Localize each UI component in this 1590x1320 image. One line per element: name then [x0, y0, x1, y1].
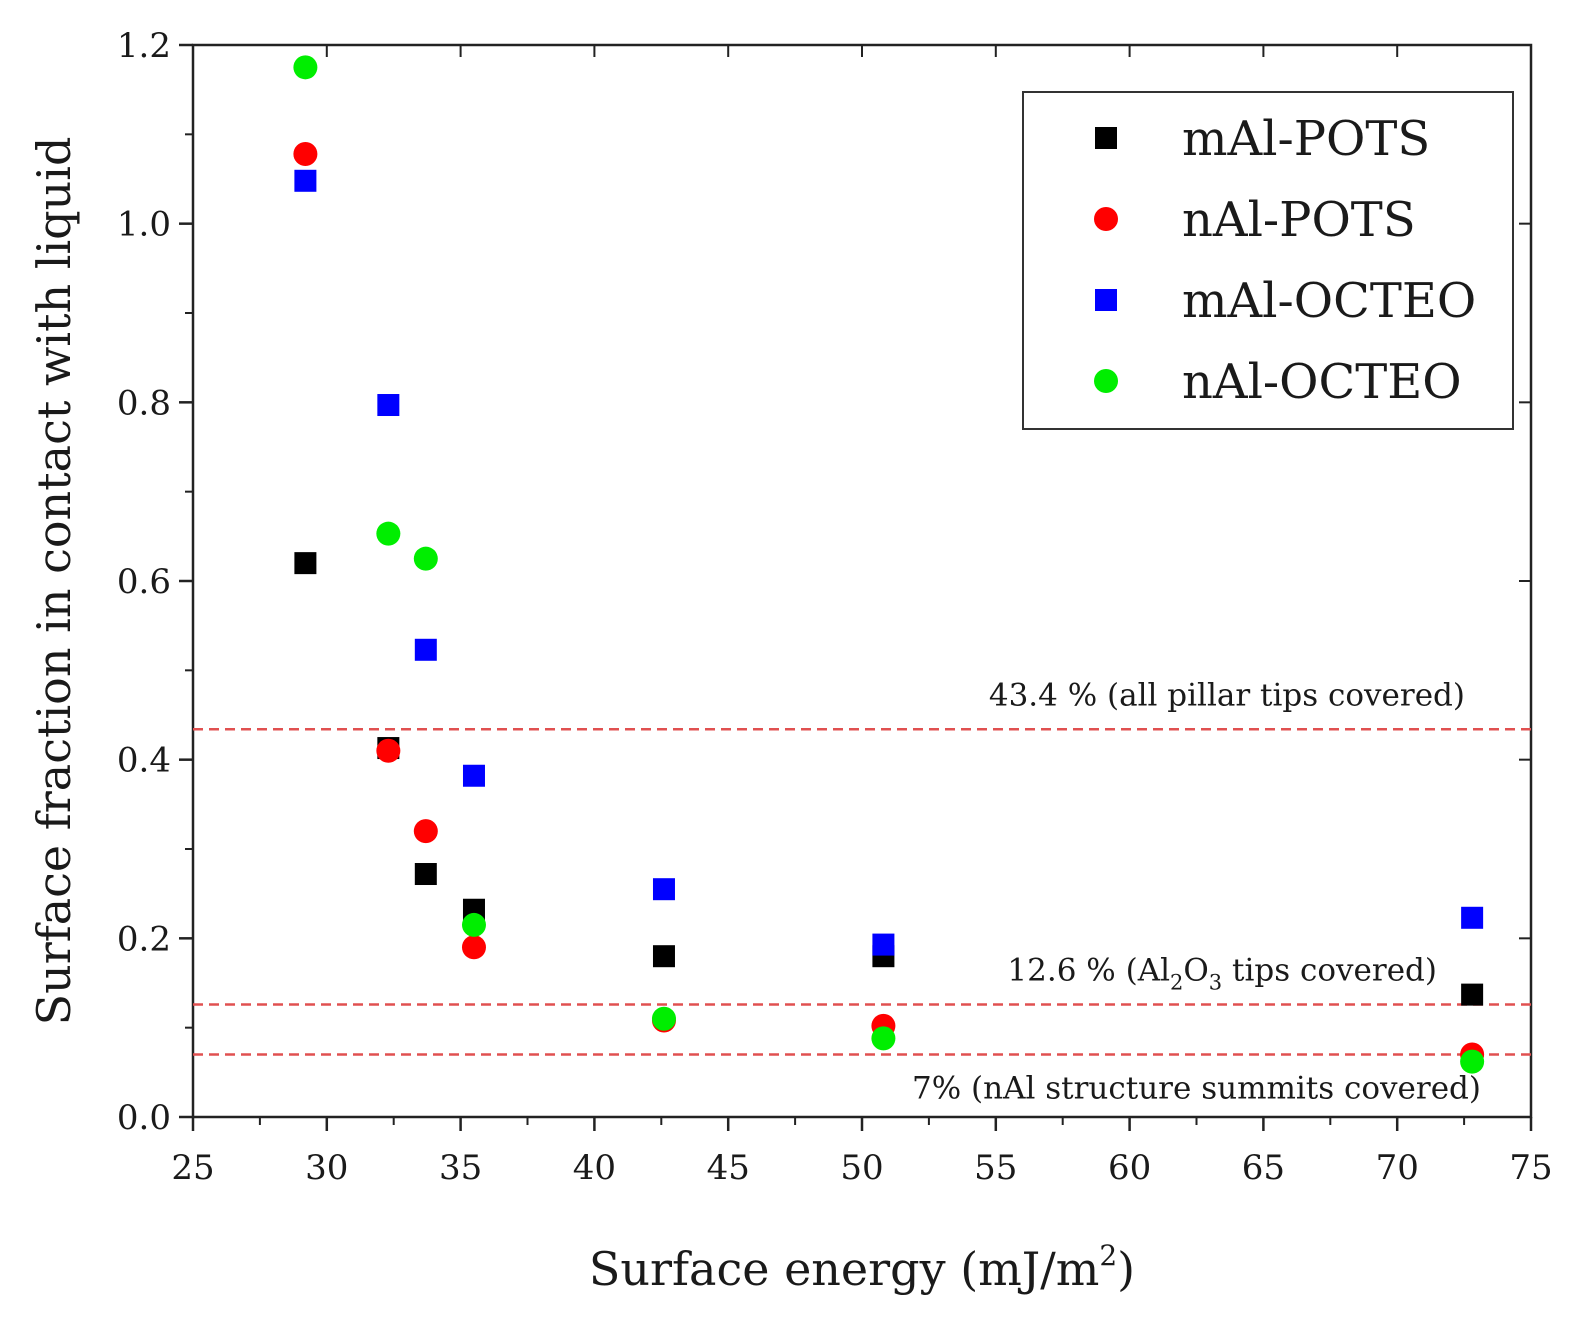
data-point-mAl-OCTEO [872, 933, 895, 956]
x-tick-label: 25 [171, 1148, 214, 1188]
y-tick-label: 0.6 [117, 562, 171, 602]
x-tick-label: 30 [305, 1148, 348, 1188]
reference-line-label: 43.4 % (all pillar tips covered) [989, 677, 1465, 713]
legend-marker [1094, 369, 1118, 393]
x-tick-label: 70 [1376, 1148, 1419, 1188]
data-point-mAl-OCTEO [462, 764, 485, 787]
x-tick-label: 75 [1509, 1148, 1552, 1188]
reference-lines: 43.4 % (all pillar tips covered) 12.6 % (… [193, 677, 1531, 1106]
data-point-nAl-OCTEO [376, 521, 401, 546]
legend-marker [1094, 207, 1118, 231]
legend-marker [1095, 289, 1117, 311]
data-point-mAl-POTS [652, 945, 675, 968]
data-point-nAl-OCTEO [293, 55, 318, 80]
data-point-mAl-POTS [1461, 983, 1484, 1006]
legend-label: nAl-POTS [1182, 192, 1416, 248]
reference-line-label: 7% (nAl structure summits covered) [912, 1070, 1481, 1106]
x-tick-label: 45 [707, 1148, 750, 1188]
data-point-mAl-OCTEO [294, 169, 317, 192]
x-tick-label: 40 [573, 1148, 616, 1188]
x-tick-label: 60 [1108, 1148, 1151, 1188]
data-point-nAl-POTS [376, 738, 401, 763]
y-tick-label: 1.0 [117, 205, 171, 245]
x-axis-title: Surface energy (mJ/m2) [589, 1239, 1135, 1296]
data-point-mAl-POTS [294, 552, 317, 575]
y-tick-label: 1.2 [117, 26, 171, 66]
legend-label: mAl-POTS [1182, 111, 1430, 167]
data-point-mAl-OCTEO [414, 638, 437, 661]
data-point-nAl-POTS [461, 935, 486, 960]
data-point-mAl-OCTEO [377, 394, 400, 417]
legend: mAl-POTS nAl-POTS mAl-OCTEO nAl-OCTEO [1022, 91, 1514, 430]
y-axis-title: Surface fraction in contact with liquid [27, 137, 81, 1026]
y-tick-label: 0.0 [117, 1098, 171, 1138]
y-tick-label: 0.4 [117, 741, 171, 781]
x-tick-label: 50 [840, 1148, 883, 1188]
x-tick-label: 35 [439, 1148, 482, 1188]
data-point-mAl-POTS [414, 863, 437, 886]
legend-label: nAl-OCTEO [1182, 354, 1462, 410]
data-point-nAl-OCTEO [413, 546, 438, 571]
data-point-nAl-OCTEO [461, 912, 486, 937]
reference-line-label: 12.6 % (Al2O3 tips covered) [1007, 952, 1437, 994]
x-tick-label: 55 [974, 1148, 1017, 1188]
data-points [293, 55, 1485, 1074]
x-tick-label: 65 [1242, 1148, 1285, 1188]
data-point-nAl-POTS [293, 141, 318, 166]
data-point-mAl-OCTEO [652, 878, 675, 901]
data-point-nAl-POTS [413, 819, 438, 844]
data-point-nAl-OCTEO [651, 1006, 676, 1031]
y-tick-label: 0.8 [117, 383, 171, 423]
data-point-mAl-OCTEO [1461, 906, 1484, 929]
legend-label: mAl-OCTEO [1182, 273, 1476, 329]
legend-marker [1095, 127, 1117, 149]
axis-ticks: 25 30 35 40 45 50 55 60 65 70 75 0.0 0.2 0.4 0.6 0.8 1.0… [117, 26, 1553, 1188]
y-tick-label: 0.2 [117, 919, 171, 959]
data-point-nAl-OCTEO [871, 1026, 896, 1051]
data-point-nAl-OCTEO [1460, 1049, 1485, 1074]
